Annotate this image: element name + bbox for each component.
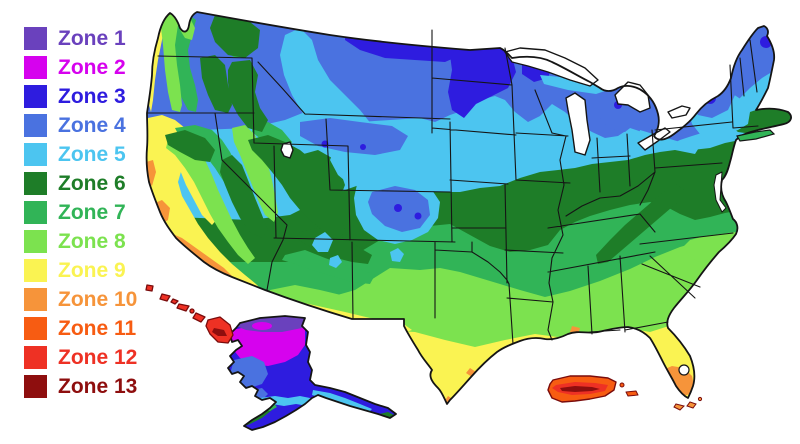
zone-9-label: Zone 9 bbox=[58, 259, 126, 282]
zone-2-label: Zone 2 bbox=[58, 56, 126, 79]
zone-12-label: Zone 12 bbox=[58, 346, 138, 369]
legend-item-zone-9: Zone 9 bbox=[24, 259, 137, 282]
zone-7-label: Zone 7 bbox=[58, 201, 126, 224]
zone-12-swatch bbox=[24, 346, 47, 369]
zone-6-label: Zone 6 bbox=[58, 172, 126, 195]
alaska-inset bbox=[227, 315, 397, 431]
legend-item-zone-10: Zone 10 bbox=[24, 288, 137, 311]
state-borders bbox=[146, 29, 759, 345]
zone-5-swatch bbox=[24, 143, 47, 166]
legend-item-zone-11: Zone 11 bbox=[24, 317, 137, 340]
zone-13-label: Zone 13 bbox=[58, 375, 138, 398]
zone-1-label: Zone 1 bbox=[58, 27, 126, 50]
zone-3-label: Zone 3 bbox=[58, 85, 126, 108]
zone-1-swatch bbox=[24, 27, 47, 50]
zone-legend: Zone 1 Zone 2 Zone 3 Zone 4 Zone 5 Zone … bbox=[24, 27, 137, 398]
legend-item-zone-6: Zone 6 bbox=[24, 172, 137, 195]
lake-okeechobee bbox=[678, 364, 690, 376]
zone-7-swatch bbox=[24, 201, 47, 224]
legend-item-zone-8: Zone 8 bbox=[24, 230, 137, 253]
hawaii-inset bbox=[145, 284, 234, 344]
florida-keys bbox=[673, 396, 703, 411]
zone-6-swatch bbox=[24, 172, 47, 195]
puerto-rico-inset bbox=[547, 375, 639, 403]
continental-us-outline bbox=[145, 11, 792, 405]
legend-item-zone-13: Zone 13 bbox=[24, 375, 137, 398]
zone-13-swatch bbox=[24, 375, 47, 398]
zone-8-label: Zone 8 bbox=[58, 230, 126, 253]
lake-michigan bbox=[565, 92, 591, 156]
legend-item-zone-2: Zone 2 bbox=[24, 56, 137, 79]
legend-item-zone-7: Zone 7 bbox=[24, 201, 137, 224]
zone-4-swatch bbox=[24, 114, 47, 137]
legend-item-zone-3: Zone 3 bbox=[24, 85, 137, 108]
legend-item-zone-12: Zone 12 bbox=[24, 346, 137, 369]
legend-item-zone-5: Zone 5 bbox=[24, 143, 137, 166]
great-salt-lake bbox=[280, 141, 294, 159]
zone-3-swatch bbox=[24, 85, 47, 108]
legend-item-zone-1: Zone 1 bbox=[24, 27, 137, 50]
long-island bbox=[736, 129, 776, 142]
zone-11-swatch bbox=[24, 317, 47, 340]
zone-10-swatch bbox=[24, 288, 47, 311]
continental-us-zones bbox=[146, 12, 792, 404]
zone-10-label: Zone 10 bbox=[58, 288, 138, 311]
zone-5-label: Zone 5 bbox=[58, 143, 126, 166]
zone-9-swatch bbox=[24, 259, 47, 282]
zone-11-label: Zone 11 bbox=[58, 317, 137, 340]
zone-2-swatch bbox=[24, 56, 47, 79]
legend-item-zone-4: Zone 4 bbox=[24, 114, 137, 137]
lake-ontario bbox=[667, 105, 691, 119]
zone-4-label: Zone 4 bbox=[58, 114, 126, 137]
zone-8-swatch bbox=[24, 230, 47, 253]
chesapeake-bay bbox=[713, 171, 727, 213]
